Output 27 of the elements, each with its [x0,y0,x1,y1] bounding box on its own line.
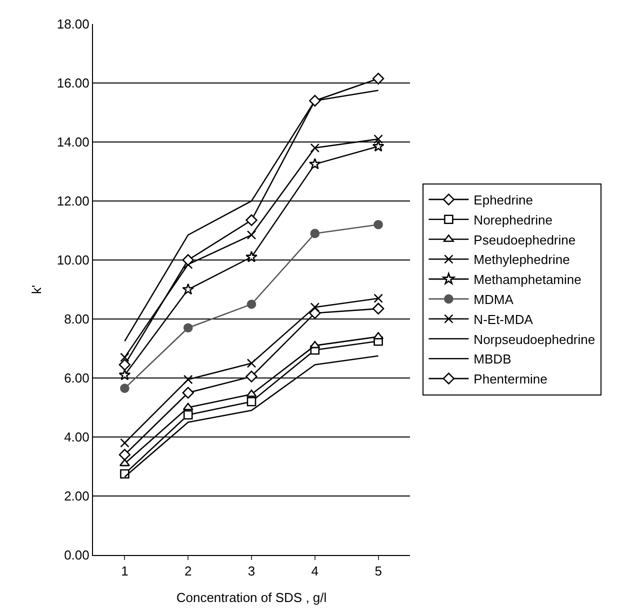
y-axis-title: k' [28,285,44,294]
legend-label: Methylephedrine [474,252,570,268]
legend-label: N-Et-MDA [474,312,534,327]
y-tick-label: 6.00 [64,370,90,386]
legend-label: MBDB [474,352,512,367]
legend-label: Phentermine [474,372,548,387]
y-tick-label: 10.00 [56,252,90,268]
legend-label: Methamphetamine [474,272,582,288]
x-tick-label: 5 [374,564,382,579]
legend-label: Norephedrine [474,212,552,228]
y-tick-label: 8.00 [64,312,90,327]
y-tick-label: 18.00 [56,16,90,32]
x-tick-label: 1 [121,564,128,579]
y-tick-label: 14.00 [56,134,90,150]
legend-label: MDMA [474,292,514,308]
legend-label: Ephedrine [474,192,533,208]
x-tick-label: 2 [184,564,192,579]
x-tick-label: 4 [311,564,319,579]
x-tick-label: 3 [248,564,256,579]
y-tick-label: 0.00 [64,548,90,563]
legend-label: Pseudoephedrine [474,232,576,248]
y-tick-label: 12.00 [56,194,90,209]
y-tick-label: 16.00 [56,76,90,91]
x-axis-title: Concentration of SDS , g/l [176,590,327,606]
y-tick-label: 4.00 [64,430,90,445]
y-tick-label: 2.00 [64,488,90,504]
legend-label: Norpseudoephedrine [474,332,596,347]
